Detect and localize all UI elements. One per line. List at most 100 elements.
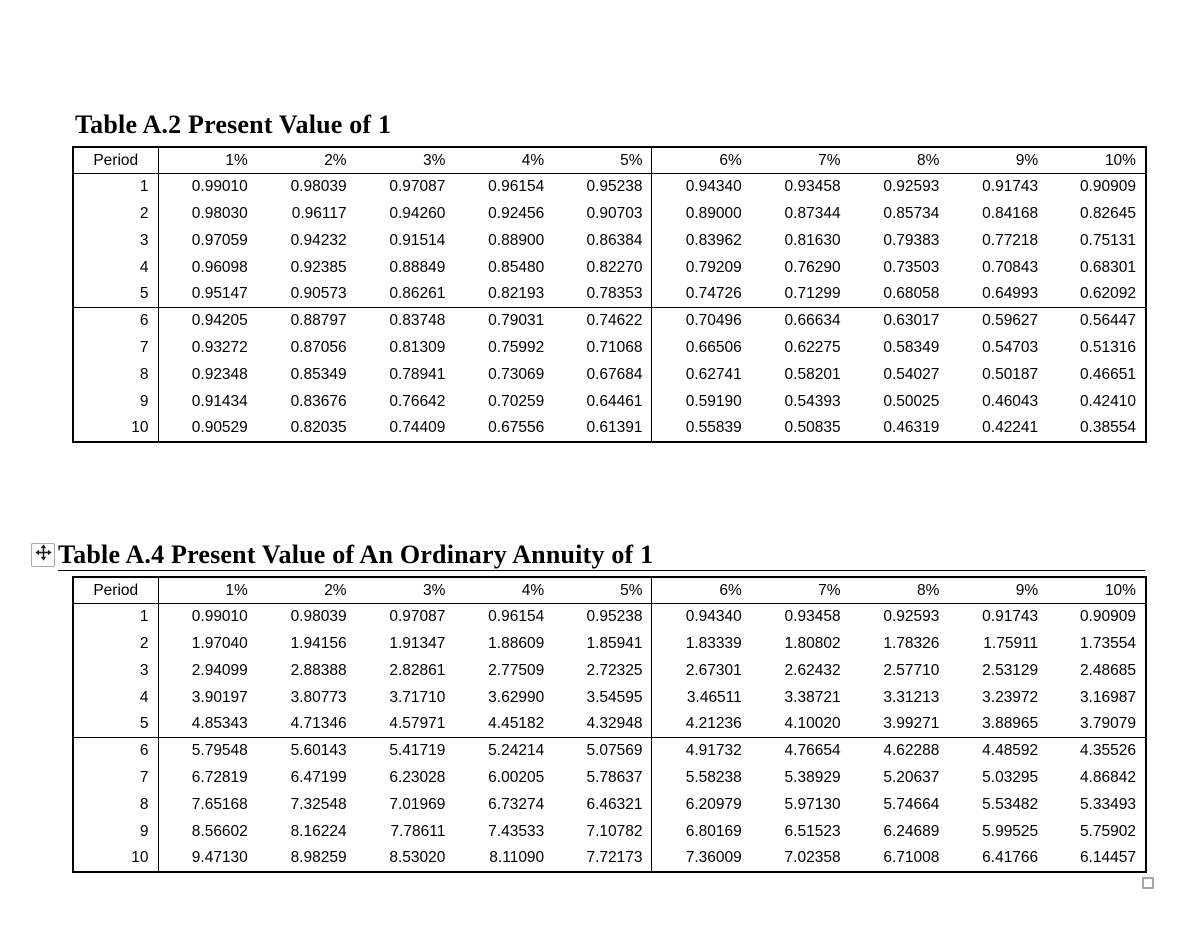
value-cell: 0.74622 bbox=[553, 307, 653, 335]
value-cell: 0.70496 bbox=[685, 312, 742, 330]
value-cell: 0.88797 bbox=[290, 312, 347, 330]
value-cell: 2.62432 bbox=[784, 661, 841, 679]
value-cell: 0.59627 bbox=[982, 312, 1039, 330]
value-cell: 0.81309 bbox=[389, 338, 446, 356]
value-cell: 5.75902 bbox=[1079, 822, 1136, 840]
value-cell: 0.93458 bbox=[784, 608, 841, 626]
value-cell: 0.70843 bbox=[982, 258, 1039, 276]
value-cell: 7.65168 bbox=[191, 795, 248, 813]
value-cell: 0.90529 bbox=[191, 418, 248, 436]
value-cell: 6.47199 bbox=[290, 768, 347, 786]
value-cell: 0.87056 bbox=[290, 338, 347, 356]
value-cell: 7.43533 bbox=[488, 822, 545, 840]
value-cell: 5.03295 bbox=[982, 768, 1039, 786]
value-cell: 6.80169 bbox=[685, 822, 742, 840]
period-cell: 4 bbox=[73, 684, 159, 711]
value-cell: 0.56447 bbox=[1079, 312, 1136, 330]
value-cell: 4.71346 bbox=[256, 710, 356, 739]
value-cell: 0.82645 bbox=[1079, 204, 1136, 222]
value-cell: 1.80802 bbox=[784, 634, 841, 652]
value-cell: 0.92456 bbox=[488, 204, 545, 222]
value-cell: 0.98039 bbox=[290, 178, 347, 196]
value-cell: 7.32548 bbox=[290, 795, 347, 813]
value-cell: 4.35526 bbox=[1079, 742, 1136, 760]
period-column-header: Period bbox=[73, 577, 159, 605]
period-cell: 6 bbox=[73, 737, 159, 765]
value-cell: 4.85343 bbox=[158, 710, 257, 739]
value-cell: 5.60143 bbox=[290, 742, 347, 760]
period-cell: 5 bbox=[73, 280, 159, 309]
table-row: 7 6.72819 6.47199 6.23028 6.00205 5.78637 5.58… bbox=[73, 764, 1146, 792]
rate-column-header: 3% bbox=[355, 577, 455, 605]
period-cell: 10 bbox=[73, 844, 159, 872]
value-cell: 0.97087 bbox=[389, 178, 446, 196]
value-cell: 0.51316 bbox=[1079, 338, 1136, 356]
value-cell: 0.94260 bbox=[389, 204, 446, 222]
table-a4-title: Table A.4 Present Value of An Ordinary A… bbox=[58, 540, 654, 569]
value-cell: 5.20637 bbox=[883, 768, 940, 786]
value-cell: 4.21236 bbox=[651, 710, 751, 739]
rate-column-header: 4% bbox=[454, 147, 554, 175]
value-cell: 0.75992 bbox=[488, 338, 545, 356]
value-cell: 0.84168 bbox=[982, 204, 1039, 222]
value-cell: 0.91743 bbox=[982, 178, 1039, 196]
value-cell: 0.97087 bbox=[389, 608, 446, 626]
period-cell: 3 bbox=[73, 657, 159, 685]
table-row: 2 1.97040 1.94156 1.91347 1.88609 1.85941 1.83… bbox=[73, 630, 1146, 658]
table-row: 7 0.93272 0.87056 0.81309 0.75992 0.71068 0.66… bbox=[73, 334, 1146, 362]
value-cell: 0.74726 bbox=[651, 280, 751, 309]
period-cell: 1 bbox=[73, 603, 159, 631]
value-cell: 6.00205 bbox=[488, 768, 545, 786]
table-a4-title-block: Table A.4 Present Value of An Ordinary A… bbox=[58, 540, 1145, 571]
value-cell: 0.67556 bbox=[488, 418, 545, 436]
rate-column-header: 2% bbox=[256, 577, 356, 605]
value-cell: 0.82193 bbox=[454, 280, 554, 309]
table-move-handle[interactable] bbox=[31, 543, 55, 567]
rate-column-header: 2% bbox=[256, 147, 356, 175]
value-cell: 0.86384 bbox=[553, 227, 653, 255]
value-cell: 0.50187 bbox=[982, 365, 1039, 383]
value-cell: 4.45182 bbox=[454, 710, 554, 739]
value-cell: 0.87344 bbox=[784, 204, 841, 222]
value-cell: 4.57971 bbox=[355, 710, 455, 739]
header-row: Period 1% 2% 3% 4% 5% 6% 7% 8% 9% 10% bbox=[73, 147, 1146, 175]
value-cell: 0.46043 bbox=[982, 392, 1039, 410]
value-cell: 6.72819 bbox=[191, 768, 248, 786]
value-cell: 0.83748 bbox=[389, 312, 446, 330]
value-cell: 7.02358 bbox=[784, 848, 841, 866]
rate-column-header: 1% bbox=[158, 577, 257, 605]
table-resize-handle[interactable] bbox=[1142, 877, 1154, 889]
value-cell: 0.54027 bbox=[883, 365, 940, 383]
table-row: 3 0.97059 0.94232 0.91514 0.88900 0.86384 0.83… bbox=[73, 227, 1146, 255]
value-cell: 0.83676 bbox=[290, 392, 347, 410]
value-cell: 5.78637 bbox=[553, 764, 653, 792]
value-cell: 0.66634 bbox=[784, 312, 841, 330]
table-row: 5 4.85343 4.71346 4.57971 4.45182 4.32948 4.21… bbox=[73, 710, 1146, 739]
value-cell: 0.42241 bbox=[982, 418, 1039, 436]
value-cell: 2.88388 bbox=[290, 661, 347, 679]
value-cell: 0.71068 bbox=[553, 334, 653, 362]
value-cell: 0.78353 bbox=[553, 280, 653, 309]
table-row: 10 0.90529 0.82035 0.74409 0.67556 0.61391 0.5… bbox=[73, 414, 1146, 442]
value-cell: 0.85349 bbox=[290, 365, 347, 383]
value-cell: 2.67301 bbox=[685, 661, 742, 679]
value-cell: 0.76642 bbox=[389, 392, 446, 410]
value-cell: 5.07569 bbox=[553, 737, 653, 765]
value-cell: 0.46651 bbox=[1079, 365, 1136, 383]
table-row: 9 0.91434 0.83676 0.76642 0.70259 0.64461 0.59… bbox=[73, 388, 1146, 415]
rate-column-header: 4% bbox=[454, 577, 554, 605]
value-cell: 6.71008 bbox=[883, 848, 940, 866]
value-cell: 5.97130 bbox=[784, 795, 841, 813]
value-cell: 0.94205 bbox=[191, 312, 248, 330]
period-cell: 4 bbox=[73, 254, 159, 281]
value-cell: 3.90197 bbox=[191, 688, 248, 706]
period-cell: 10 bbox=[73, 414, 159, 442]
value-cell: 0.93458 bbox=[784, 178, 841, 196]
value-cell: 8.53020 bbox=[389, 848, 446, 866]
value-cell: 0.74409 bbox=[389, 418, 446, 436]
rate-column-header: 10% bbox=[1047, 147, 1146, 175]
value-cell: 2.53129 bbox=[982, 661, 1039, 679]
value-cell: 0.59190 bbox=[685, 392, 742, 410]
table-row: 1 0.99010 0.98039 0.97087 0.96154 0.95238 0.94… bbox=[73, 173, 1146, 201]
value-cell: 1.91347 bbox=[389, 634, 446, 652]
